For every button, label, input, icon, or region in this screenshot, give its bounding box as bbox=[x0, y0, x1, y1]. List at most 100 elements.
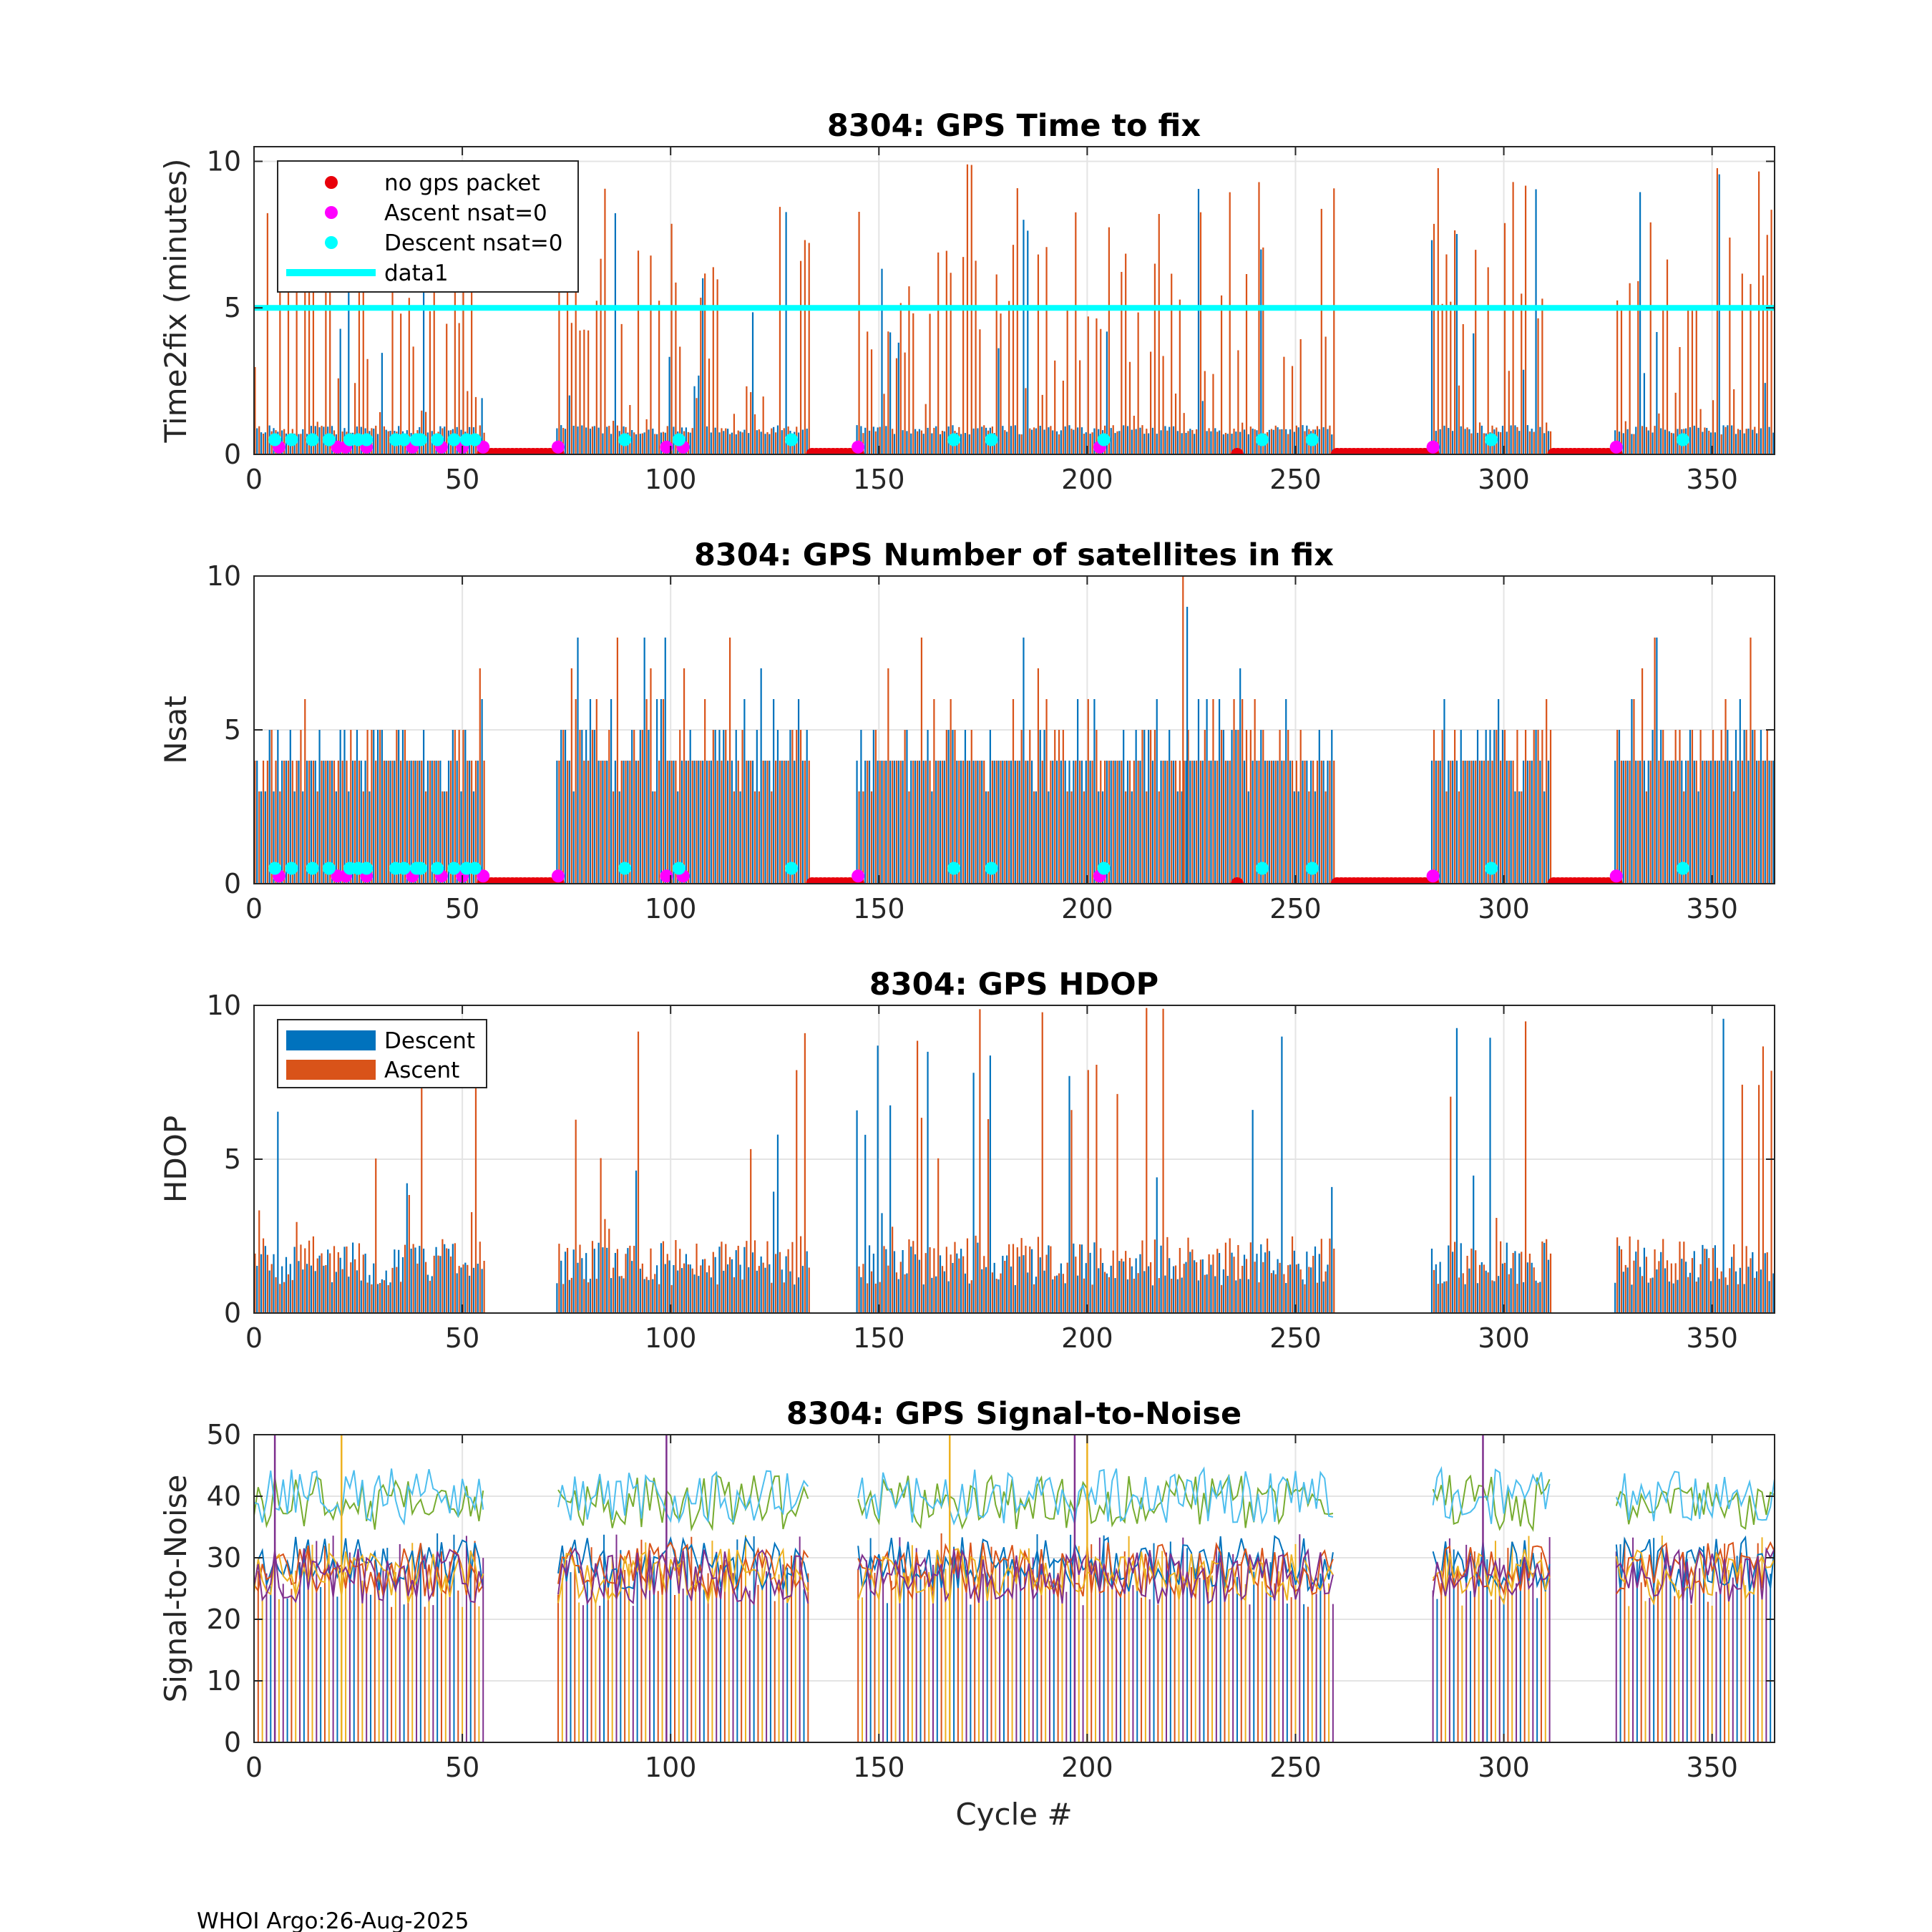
descent-nsat0-point bbox=[306, 433, 319, 447]
y-tick-label: 0 bbox=[224, 1297, 241, 1329]
legend-swatch-descent bbox=[286, 1030, 376, 1050]
plot-area bbox=[254, 162, 1775, 454]
descent-nsat0-point bbox=[468, 433, 482, 447]
snr-series-line bbox=[254, 1468, 484, 1526]
descent-nsat0-point bbox=[785, 862, 799, 875]
snr-series-line bbox=[1432, 1549, 1551, 1606]
x-tick-label: 300 bbox=[1478, 1752, 1530, 1783]
x-tick-label: 150 bbox=[853, 1752, 905, 1783]
x-tick-label: 150 bbox=[853, 893, 905, 924]
legend: Descent Ascent bbox=[277, 1019, 487, 1088]
snr-series-line bbox=[857, 1548, 1334, 1605]
panel-title: 8304: GPS Time to fix bbox=[827, 108, 1201, 144]
descent-nsat0-point bbox=[1485, 862, 1498, 875]
snr-series-line bbox=[1432, 1474, 1551, 1532]
snr-series-line bbox=[1615, 1541, 1775, 1595]
x-tick-label: 350 bbox=[1686, 1752, 1738, 1783]
y-tick-label: 30 bbox=[207, 1542, 241, 1574]
snr-series-line bbox=[1616, 1546, 1775, 1604]
descent-nsat0-point bbox=[306, 862, 319, 875]
ascent-nsat0-point bbox=[660, 869, 673, 883]
descent-nsat0-point bbox=[268, 862, 282, 875]
no-gps-packet-point bbox=[1230, 448, 1244, 454]
x-axis-label: Cycle # bbox=[955, 1797, 1072, 1832]
y-tick-label: 10 bbox=[207, 145, 241, 177]
legend-label: no gps packet bbox=[384, 170, 540, 196]
ascent-nsat0-point bbox=[1426, 869, 1440, 883]
y-tick-label: 5 bbox=[224, 292, 241, 323]
legend-marker-ascent-nsat0 bbox=[325, 206, 338, 219]
descent-nsat0-point bbox=[1485, 433, 1498, 447]
y-tick-label: 0 bbox=[224, 868, 241, 899]
panel-title: 8304: GPS HDOP bbox=[869, 967, 1158, 1002]
x-tick-label: 0 bbox=[245, 1322, 263, 1354]
x-tick-label: 50 bbox=[445, 1322, 479, 1354]
descent-nsat0-point bbox=[268, 433, 282, 447]
y-axis-label: Nsat bbox=[158, 696, 193, 764]
y-axis-label: HDOP bbox=[158, 1116, 193, 1203]
plot-area bbox=[254, 1435, 1775, 1742]
descent-nsat0-point bbox=[414, 433, 427, 447]
x-tick-label: 0 bbox=[245, 893, 263, 924]
snr-series-line bbox=[254, 1543, 484, 1597]
axes-box bbox=[253, 1434, 1775, 1743]
descent-nsat0-point bbox=[447, 433, 461, 447]
snr-series-line bbox=[1615, 1535, 1775, 1594]
y-tick-label: 50 bbox=[207, 1419, 241, 1450]
snr-series-line bbox=[254, 1475, 484, 1530]
plot-area bbox=[254, 1008, 1775, 1313]
panel-nsat: 8304: GPS Number of satellites in fix 0 5… bbox=[158, 537, 1775, 924]
descent-nsat0-point bbox=[360, 862, 374, 875]
legend-label: Descent nsat=0 bbox=[384, 230, 563, 256]
x-tick-label: 250 bbox=[1269, 1322, 1322, 1354]
x-tick-label: 150 bbox=[853, 464, 905, 495]
descent-nsat0-point bbox=[1255, 433, 1269, 447]
snr-series-line bbox=[557, 1541, 809, 1599]
panel-title: 8304: GPS Signal-to-Noise bbox=[786, 1396, 1241, 1432]
snr-series-line bbox=[557, 1470, 809, 1524]
x-tick-label: 100 bbox=[645, 464, 697, 495]
x-tick-label: 200 bbox=[1061, 1752, 1113, 1783]
descent-nsat0-point bbox=[1305, 433, 1319, 447]
descent-nsat0-point bbox=[322, 433, 336, 447]
legend-swatch-ascent bbox=[286, 1060, 376, 1080]
y-axis-label: Signal-to-Noise bbox=[158, 1475, 193, 1703]
x-tick-label: 350 bbox=[1686, 1322, 1738, 1354]
y-tick-label: 0 bbox=[224, 439, 241, 470]
x-tick-label: 50 bbox=[445, 1752, 479, 1783]
y-tick-label: 40 bbox=[207, 1480, 241, 1512]
descent-nsat0-point bbox=[397, 433, 411, 447]
y-axis-label: Time2fix (minutes) bbox=[158, 159, 193, 444]
descent-nsat0-point bbox=[1676, 433, 1689, 447]
x-tick-label: 200 bbox=[1061, 464, 1113, 495]
axis-ticks: 0 50 100 150 200 250 300 350 0 10 20 30 40 50 bbox=[207, 1419, 1775, 1783]
ascent-nsat0-point bbox=[552, 869, 565, 883]
footer-credit: WHOI Argo:26-Aug-2025 bbox=[197, 1908, 469, 1932]
x-tick-label: 250 bbox=[1269, 893, 1322, 924]
descent-nsat0-point bbox=[431, 862, 444, 875]
descent-nsat0-point bbox=[672, 862, 686, 875]
legend-label: data1 bbox=[384, 260, 449, 286]
legend-marker-no-gps-packet bbox=[325, 176, 338, 189]
descent-nsat0-point bbox=[672, 433, 686, 447]
descent-nsat0-point bbox=[947, 862, 961, 875]
axes-box bbox=[253, 146, 1775, 455]
x-tick-label: 350 bbox=[1686, 893, 1738, 924]
descent-nsat0-point bbox=[397, 862, 411, 875]
descent-nsat0-point bbox=[1097, 433, 1111, 447]
no-gps-packet-point bbox=[1230, 877, 1244, 884]
axis-ticks: 0 50 100 150 200 250 300 350 0 5 10 bbox=[207, 990, 1775, 1354]
y-tick-label: 10 bbox=[207, 560, 241, 592]
x-tick-label: 100 bbox=[645, 1322, 697, 1354]
descent-nsat0-point bbox=[1305, 862, 1319, 875]
snr-series-line bbox=[254, 1548, 484, 1604]
descent-nsat0-point bbox=[618, 862, 632, 875]
snr-series-line bbox=[557, 1473, 809, 1532]
ascent-nsat0-point bbox=[552, 440, 565, 454]
ascent-nsat0-point bbox=[660, 440, 673, 454]
plot-area bbox=[254, 576, 1775, 884]
axis-ticks: 0 50 100 150 200 250 300 350 0 5 10 bbox=[207, 560, 1775, 924]
x-tick-label: 200 bbox=[1061, 1322, 1113, 1354]
x-tick-label: 0 bbox=[245, 464, 263, 495]
